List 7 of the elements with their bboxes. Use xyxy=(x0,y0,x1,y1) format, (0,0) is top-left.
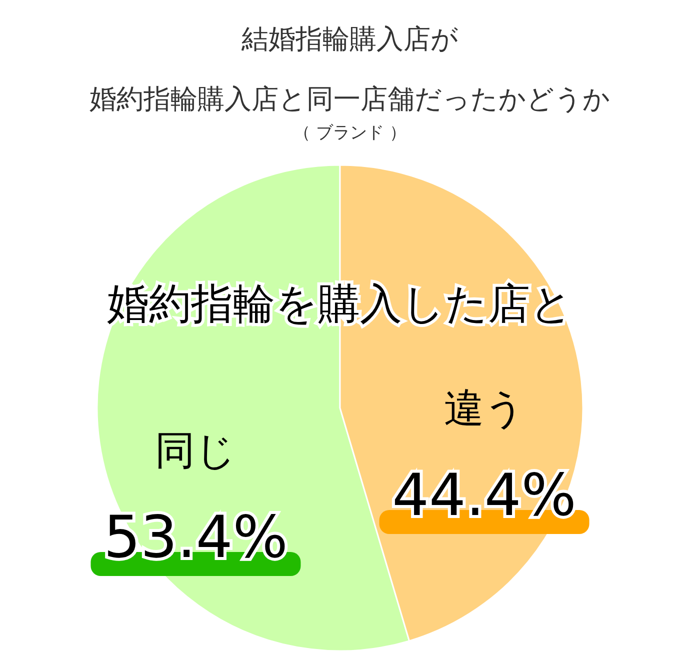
slice-label: 違う xyxy=(444,386,525,432)
slice-label: 同じ xyxy=(155,428,236,474)
text: （ ブランド ） xyxy=(294,123,406,143)
data-label: 44.4% xyxy=(392,461,576,529)
chart-title: 結婚指輪購入店が xyxy=(240,24,458,55)
text: 婚約指輪を購入した店と xyxy=(107,279,573,328)
chart-subtitle: 婚約指輪購入店と同一店舗だったかどうか xyxy=(90,84,610,115)
